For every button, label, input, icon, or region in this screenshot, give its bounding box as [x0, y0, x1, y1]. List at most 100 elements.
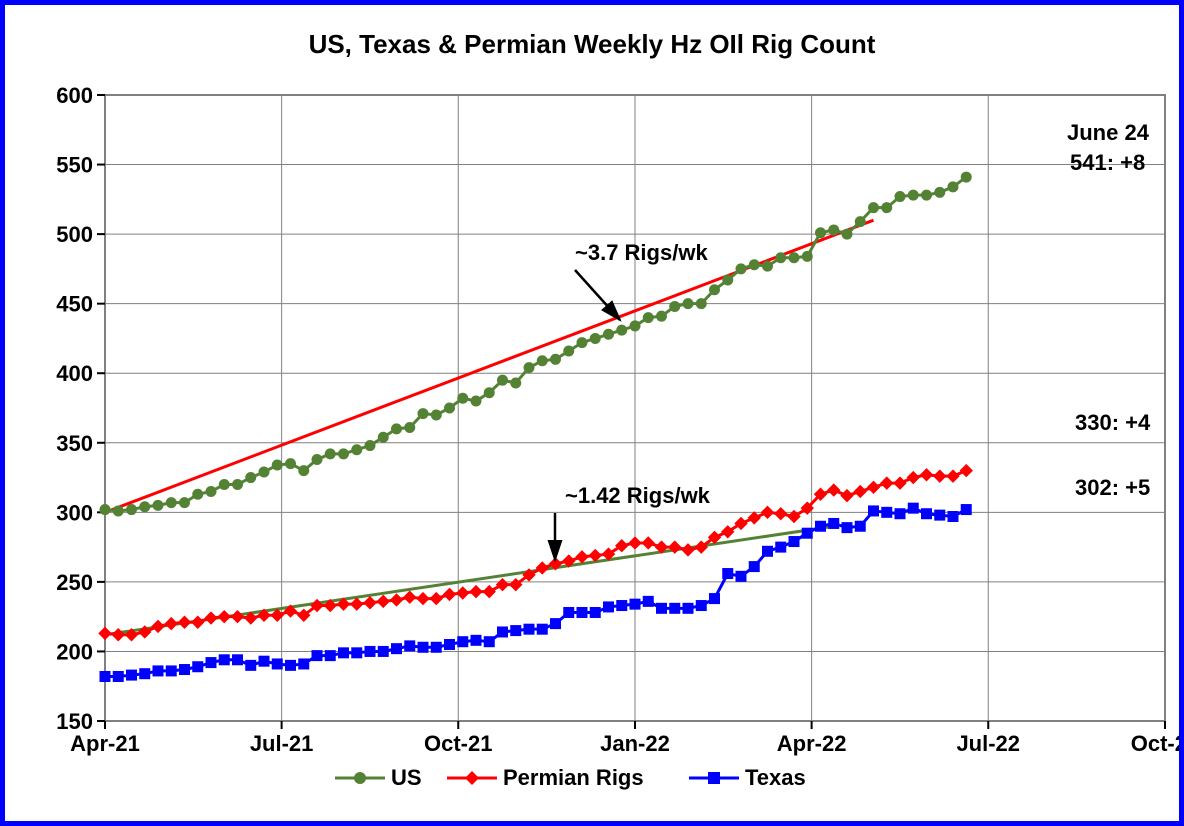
- marker: [219, 480, 229, 490]
- marker: [127, 505, 137, 515]
- marker: [855, 217, 865, 227]
- y-tick-label: 450: [56, 292, 93, 317]
- marker: [205, 612, 217, 624]
- marker: [829, 225, 839, 235]
- marker: [206, 658, 216, 668]
- annotation: 330: +4: [1075, 410, 1151, 435]
- annotation: 541: +8: [1070, 150, 1145, 175]
- marker: [180, 665, 190, 675]
- marker: [710, 594, 720, 604]
- marker: [192, 616, 204, 628]
- marker: [683, 603, 693, 613]
- marker: [908, 190, 918, 200]
- marker: [511, 378, 521, 388]
- marker: [431, 410, 441, 420]
- marker: [351, 598, 363, 610]
- marker: [576, 551, 588, 563]
- marker: [868, 481, 880, 493]
- marker: [418, 642, 428, 652]
- legend-label: Permian Rigs: [503, 765, 644, 790]
- marker: [895, 192, 905, 202]
- marker: [445, 639, 455, 649]
- y-tick-label: 400: [56, 361, 93, 386]
- marker: [537, 356, 547, 366]
- y-tick-label: 300: [56, 500, 93, 525]
- marker: [524, 624, 534, 634]
- marker: [710, 285, 720, 295]
- marker: [511, 626, 521, 636]
- legend-label: US: [391, 765, 422, 790]
- marker: [219, 655, 229, 665]
- marker: [657, 603, 667, 613]
- marker: [193, 489, 203, 499]
- marker: [749, 260, 759, 270]
- marker: [854, 485, 866, 497]
- marker: [179, 616, 191, 628]
- marker: [100, 505, 110, 515]
- x-tick-label: Jul-22: [956, 731, 1020, 756]
- marker: [882, 507, 892, 517]
- marker: [524, 363, 534, 373]
- marker: [325, 449, 335, 459]
- y-tick-label: 350: [56, 431, 93, 456]
- marker: [682, 544, 694, 556]
- y-tick-label: 600: [56, 83, 93, 108]
- legend: US Permian Rigs Texas: [335, 765, 806, 790]
- marker: [352, 648, 362, 658]
- marker: [629, 537, 641, 549]
- marker: [404, 591, 416, 603]
- marker: [444, 588, 456, 600]
- marker: [564, 607, 574, 617]
- marker: [498, 375, 508, 385]
- marker: [842, 523, 852, 533]
- marker: [206, 486, 216, 496]
- marker: [113, 506, 123, 516]
- marker: [312, 651, 322, 661]
- marker: [392, 644, 402, 654]
- annotation: ~3.7 Rigs/wk: [575, 240, 708, 265]
- marker: [749, 562, 759, 572]
- marker: [961, 505, 971, 515]
- marker: [551, 354, 561, 364]
- marker: [842, 229, 852, 239]
- x-tick-label: Jan-22: [600, 731, 670, 756]
- y-tick-label: 250: [56, 570, 93, 595]
- marker: [882, 203, 892, 213]
- marker: [789, 537, 799, 547]
- marker: [775, 508, 787, 520]
- marker: [763, 261, 773, 271]
- marker: [458, 637, 468, 647]
- series-line-permian-rigs: [105, 471, 966, 635]
- marker: [246, 473, 256, 483]
- marker: [577, 607, 587, 617]
- marker: [152, 620, 164, 632]
- marker: [430, 593, 442, 605]
- marker: [907, 472, 919, 484]
- x-tick-label: Apr-21: [70, 731, 140, 756]
- marker: [816, 228, 826, 238]
- marker: [723, 569, 733, 579]
- marker: [590, 607, 600, 617]
- marker: [299, 466, 309, 476]
- marker: [802, 251, 812, 261]
- marker: [895, 509, 905, 519]
- marker: [470, 586, 482, 598]
- marker: [763, 546, 773, 556]
- marker: [392, 424, 402, 434]
- marker: [418, 409, 428, 419]
- marker: [246, 660, 256, 670]
- marker: [458, 393, 468, 403]
- marker: [696, 299, 706, 309]
- y-tick-label: 500: [56, 222, 93, 247]
- marker: [365, 646, 375, 656]
- chart-container: US, Texas & Permian Weekly Hz OIl Rig Co…: [0, 0, 1184, 826]
- x-tick-label: Apr-22: [777, 731, 847, 756]
- legend-label: Texas: [745, 765, 806, 790]
- marker: [617, 325, 627, 335]
- marker: [762, 506, 774, 518]
- marker: [166, 498, 176, 508]
- marker: [100, 671, 110, 681]
- marker: [299, 659, 309, 669]
- marker: [908, 503, 918, 513]
- marker: [948, 182, 958, 192]
